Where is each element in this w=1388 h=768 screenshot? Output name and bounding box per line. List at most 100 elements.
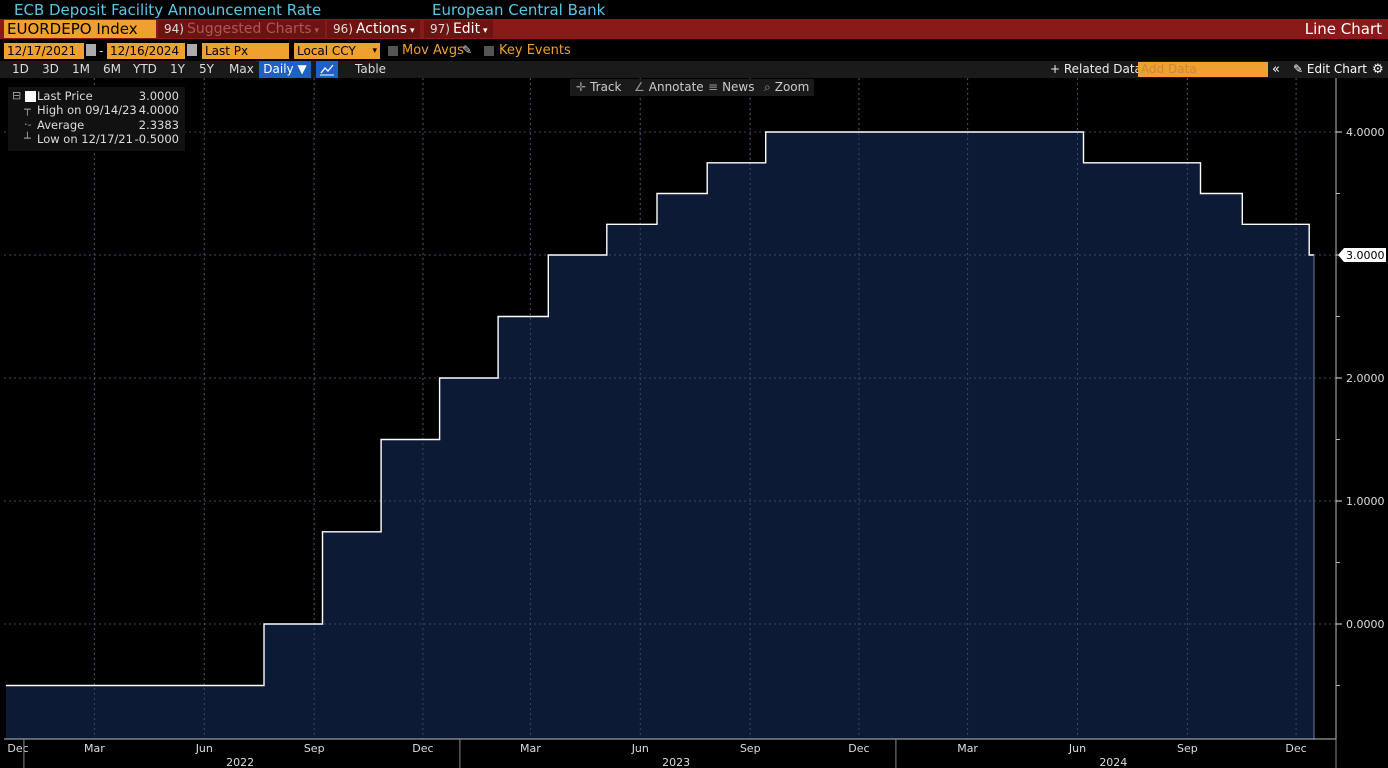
range-6m[interactable]: 6M [103, 62, 121, 76]
y-tick-label: 4.0000 [1346, 126, 1385, 139]
date-separator: - [99, 44, 104, 58]
edit-chart-label: Edit Chart [1306, 62, 1367, 76]
key-events-checkbox[interactable] [484, 46, 494, 56]
last-value-tag [1338, 248, 1386, 262]
security-title: ECB Deposit Facility Announcement Rate [14, 1, 322, 19]
suggested-charts-label: Suggested Charts [186, 21, 312, 37]
zoom-label: Zoom [774, 80, 810, 94]
actions-button[interactable]: 96) Actions ▾ [327, 20, 421, 38]
x-tick-label: Dec [7, 742, 28, 755]
x-tick-label: Dec [1285, 742, 1306, 755]
range-5y[interactable]: 5Y [199, 62, 214, 76]
pencil-icon: ✎ [1293, 62, 1307, 76]
range-3d[interactable]: 3D [42, 62, 59, 76]
track-button[interactable]: ✛ Track [576, 79, 621, 96]
x-tick-label: Sep [740, 742, 761, 755]
zoom-button[interactable]: ⌕ Zoom [764, 79, 809, 96]
last-value-label: 3.0000 [1346, 249, 1385, 262]
legend-low: ┴ Low on 12/17/21 -0.5000 [14, 132, 182, 146]
title-row: ECB Deposit Facility Announcement Rate E… [0, 0, 1388, 19]
edit-button[interactable]: 97) Edit ▾ [424, 20, 494, 38]
range-1y[interactable]: 1Y [170, 62, 185, 76]
chart-legend: ⊟ Last Price 3.0000 ┬ High on 09/14/23 4… [8, 87, 185, 151]
track-label: Track [590, 80, 622, 94]
chart-plot[interactable]: 0.00001.00002.00003.00004.00003.0000DecM… [0, 78, 1388, 768]
collapse-icon[interactable]: « [1272, 62, 1280, 77]
dropdown-arrow-icon: ▾ [407, 26, 415, 36]
frequency-select[interactable]: Daily ▼ [259, 61, 311, 78]
y-tick-label: 0.0000 [1346, 618, 1385, 631]
collapse-tree-icon[interactable]: ⊟ [12, 89, 22, 102]
range-ytd[interactable]: YTD [133, 62, 157, 76]
legend-last-price[interactable]: ⊟ Last Price 3.0000 [12, 89, 182, 103]
issuer-name: European Central Bank [432, 1, 606, 19]
annotate-label: Annotate [648, 80, 704, 94]
command-bar: EUORDEPO Index 94) Suggested Charts ▾ 96)… [0, 19, 1388, 39]
legend-high: ┬ High on 09/14/23 4.0000 [14, 103, 182, 117]
currency-select[interactable]: Local CCY ▾ [294, 43, 380, 59]
y-tick-label: 2.0000 [1346, 372, 1385, 385]
line-chart-icon-graphic [320, 64, 334, 76]
edit-label: Edit [452, 21, 481, 37]
mov-avgs-checkbox[interactable] [388, 46, 398, 56]
x-tick-label: Mar [957, 742, 978, 755]
legend-low-value: -0.5000 [134, 132, 179, 146]
suggested-charts-button[interactable]: 94) Suggested Charts ▾ [158, 20, 325, 38]
news-button[interactable]: ≡ News [708, 79, 755, 96]
series-swatch [25, 91, 36, 102]
actions-number: 96) [333, 22, 353, 36]
chart-toolbar: ✛ Track ∠ Annotate ≡ News ⌕ Zoom [570, 79, 814, 96]
x-year-label: 2023 [662, 756, 690, 768]
legend-last-price-label: Last Price [37, 89, 93, 103]
annotate-button[interactable]: ∠ Annotate [634, 79, 704, 96]
low-marker-icon: ┴ [24, 132, 31, 145]
currency-value: Local CCY [297, 44, 356, 58]
suggested-charts-number: 94) [164, 22, 184, 36]
dropdown-arrow-icon: ▾ [311, 26, 319, 36]
chart-type-label: Line Chart [1304, 20, 1382, 38]
annotate-icon: ∠ [634, 80, 645, 94]
gear-icon[interactable]: ⚙ [1372, 62, 1384, 77]
chevron-down-icon: ▾ [372, 46, 377, 56]
options-bar: 12/17/2021 - 12/16/2024 Last Px Local CC… [0, 42, 1388, 61]
x-year-label: 2022 [226, 756, 254, 768]
range-max[interactable]: Max [229, 62, 254, 76]
pencil-icon[interactable]: ✎ [462, 43, 473, 57]
x-tick-label: Mar [520, 742, 541, 755]
x-tick-label: Dec [412, 742, 433, 755]
range-1m[interactable]: 1M [72, 62, 90, 76]
start-date-field[interactable]: 12/17/2021 [4, 43, 84, 59]
x-tick-label: Mar [84, 742, 105, 755]
range-bar: 1D 3D 1M 6M YTD 1Y 5Y Max Daily ▼ Table … [0, 61, 1388, 78]
legend-high-value: 4.0000 [138, 103, 179, 117]
line-chart-icon[interactable] [316, 61, 338, 78]
legend-last-price-value: 3.0000 [138, 89, 179, 103]
add-data-input[interactable]: Add Data [1138, 62, 1268, 77]
legend-high-label: High on 09/14/23 [37, 103, 137, 117]
x-tick-label: Sep [1177, 742, 1198, 755]
x-tick-label: Jun [195, 742, 213, 755]
magnifier-icon: ⌕ [764, 80, 771, 94]
x-year-label: 2024 [1099, 756, 1127, 768]
x-tick-label: Sep [304, 742, 325, 755]
end-date-field[interactable]: 12/16/2024 [107, 43, 185, 59]
news-label: News [722, 80, 755, 94]
calendar-icon[interactable] [86, 44, 96, 56]
field-select[interactable]: Last Px [202, 43, 289, 59]
average-marker-icon: ·‐ [24, 118, 32, 131]
calendar-icon[interactable] [187, 44, 197, 56]
dropdown-arrow-icon: ▾ [480, 26, 488, 36]
table-button[interactable]: Table [355, 62, 387, 76]
ticker-field[interactable]: EUORDEPO Index [4, 20, 156, 38]
key-events-label[interactable]: Key Events [499, 43, 571, 58]
range-1d[interactable]: 1D [12, 62, 29, 76]
y-tick-label: 1.0000 [1346, 495, 1385, 508]
related-data-button[interactable]: + Related Data [1050, 62, 1142, 76]
mov-avgs-label[interactable]: Mov Avgs [402, 43, 464, 58]
legend-average-label: Average [37, 118, 85, 132]
edit-chart-button[interactable]: ✎ Edit Chart [1293, 61, 1367, 78]
crosshair-icon: ✛ [576, 80, 587, 94]
series-area [6, 132, 1314, 739]
series-line [6, 131, 1314, 687]
edit-number: 97) [430, 22, 450, 36]
